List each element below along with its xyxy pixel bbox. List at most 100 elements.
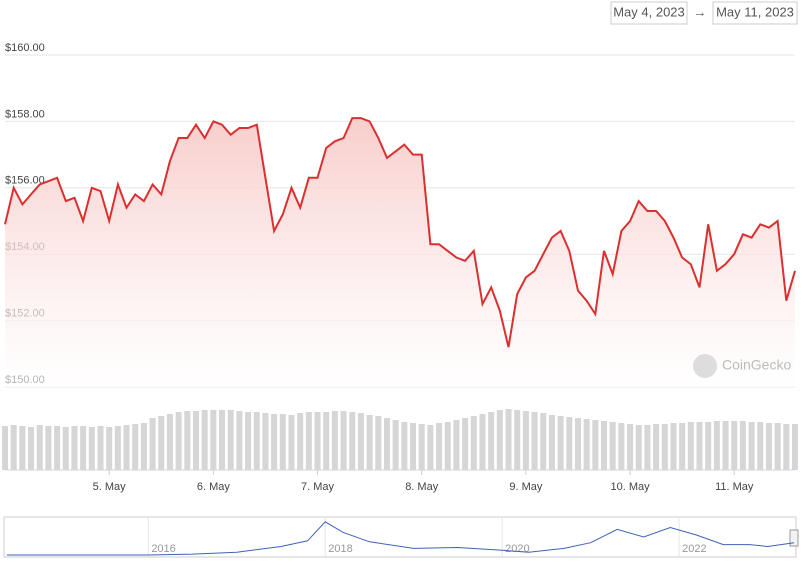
volume-bar [175, 412, 182, 470]
volume-bar [609, 422, 616, 470]
volume-bar [106, 427, 113, 470]
volume-bar [505, 409, 512, 470]
range-from-box[interactable] [610, 1, 688, 25]
volume-bar [401, 422, 408, 470]
volume-bar [765, 423, 772, 470]
volume-bar [236, 411, 243, 470]
volume-bar [323, 412, 330, 470]
volume-bar [45, 426, 52, 470]
volume-bar [88, 427, 95, 470]
volume-bar [80, 426, 87, 470]
volume-bar [722, 421, 729, 470]
volume-bar [54, 426, 61, 470]
volume-bar [114, 426, 121, 470]
volume-bar [210, 410, 217, 470]
y-tick-label: $156.00 [5, 175, 45, 187]
volume-bar [436, 423, 443, 470]
volume-bar [366, 415, 373, 470]
watermark: CoinGecko [722, 357, 791, 373]
volume-bar [592, 420, 599, 470]
range-separator: → [694, 4, 707, 19]
y-tick-label: $160.00 [5, 42, 45, 54]
volume-bar [253, 412, 260, 470]
volume-bar [583, 419, 590, 470]
volume-bar [566, 417, 573, 470]
volume-bar [314, 412, 321, 470]
plot: $160.00$158.00$156.00$154.00$152.00$150.… [1, 42, 799, 493]
navigator-line [6, 521, 795, 556]
volume-bar [331, 411, 338, 470]
volume-bar [574, 418, 581, 470]
volume-bar [271, 414, 278, 470]
navigator-tick-label: 2020 [505, 543, 529, 555]
volume-bar [140, 423, 147, 470]
volume-bar [679, 423, 686, 470]
volume-bar [462, 418, 469, 470]
volume-bar [297, 413, 304, 470]
volume-bar [375, 416, 382, 470]
x-tick-label: 9. May [509, 481, 543, 493]
volume-bar [410, 423, 417, 470]
x-tick-label: 8. May [405, 481, 439, 493]
volume-bar [644, 425, 651, 470]
volume-bar [791, 424, 799, 470]
volume-bar [19, 426, 26, 470]
watermark-logo [693, 354, 717, 378]
volume-bar [687, 422, 694, 470]
volume-bar [97, 426, 104, 470]
volume-bar [496, 410, 503, 470]
volume-bar [696, 422, 703, 470]
navigator-tick-label: 2016 [151, 543, 175, 555]
volume-bar [201, 410, 208, 470]
x-tick-label: 5. May [93, 481, 127, 493]
volume-bar [453, 420, 460, 470]
x-tick-label: 7. May [301, 481, 335, 493]
x-tick-label: 6. May [197, 481, 231, 493]
navigator-frame [3, 516, 797, 558]
volume-bar [488, 412, 495, 470]
volume-bar [383, 418, 390, 470]
price-line [4, 117, 796, 348]
volume-bar [540, 413, 547, 470]
y-tick-label: $158.00 [5, 108, 45, 120]
volume-bar [514, 410, 521, 470]
volume-bar [444, 422, 451, 470]
volume-bar [357, 413, 364, 470]
volume-bar [392, 420, 399, 470]
volume-bar [184, 411, 191, 470]
volume-bar [470, 416, 477, 470]
volume-bar [123, 425, 130, 470]
navigator-tick-label: 2022 [682, 543, 706, 555]
volume-bar [705, 422, 712, 470]
navigator-handle[interactable] [789, 529, 799, 547]
volume-bar [227, 410, 234, 470]
volume-bar [479, 414, 486, 470]
volume-bar [731, 421, 738, 470]
volume-bar [739, 421, 746, 470]
volume-bar [557, 416, 564, 470]
x-tick-label: 10. May [610, 481, 650, 493]
range-to[interactable]: May 11, 2023 [716, 4, 794, 19]
volume-bar [653, 424, 660, 470]
volume-bar [262, 413, 269, 470]
volume-bar [522, 411, 529, 470]
range-from[interactable]: May 4, 2023 [613, 4, 685, 19]
volume-bar [62, 427, 69, 470]
volume-bar [340, 411, 347, 470]
volume-bar [10, 425, 17, 470]
volume-bar [279, 414, 286, 470]
volume-bar [670, 423, 677, 470]
volume-bar [783, 424, 790, 470]
volume-bar [748, 422, 755, 470]
volume-bar [1, 426, 9, 470]
volume-bar [245, 412, 252, 470]
volume-bar [132, 424, 139, 470]
x-tick-label: 11. May [715, 481, 754, 493]
volume-bar [757, 422, 764, 470]
volume-bar [149, 418, 156, 470]
volume-bar [635, 425, 642, 470]
volume-bar [601, 421, 608, 470]
area [5, 118, 795, 387]
range-to-box[interactable] [712, 1, 798, 25]
